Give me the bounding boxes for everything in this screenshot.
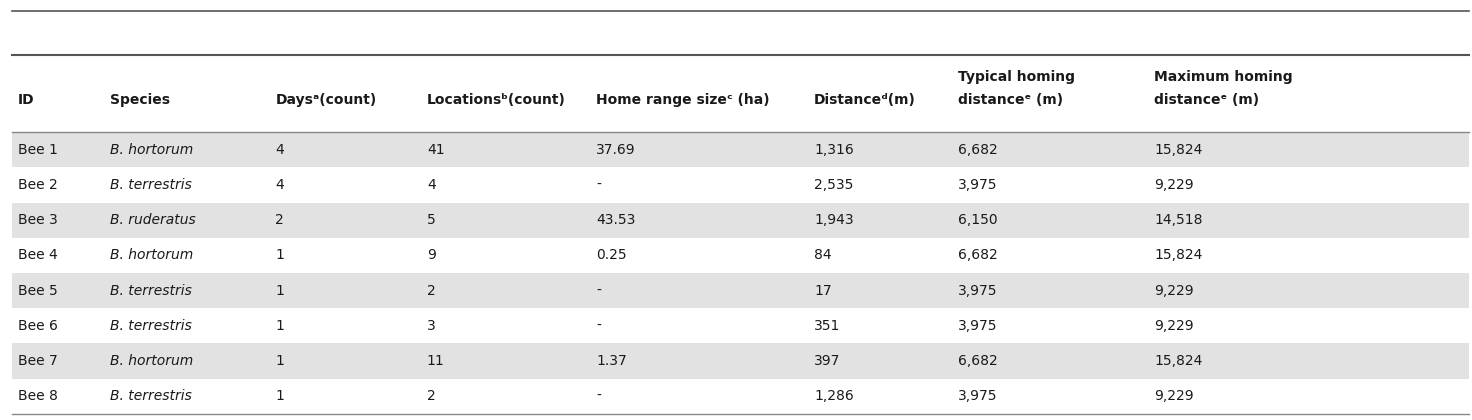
Text: 1: 1 bbox=[275, 389, 284, 403]
Text: 3,975: 3,975 bbox=[958, 389, 998, 403]
Text: 17: 17 bbox=[814, 284, 832, 298]
Text: 1: 1 bbox=[275, 319, 284, 333]
Text: Bee 5: Bee 5 bbox=[18, 284, 57, 298]
Text: 4: 4 bbox=[275, 143, 284, 157]
Text: -: - bbox=[596, 319, 601, 333]
Text: 1: 1 bbox=[275, 284, 284, 298]
Text: 3,975: 3,975 bbox=[958, 284, 998, 298]
Text: 2: 2 bbox=[427, 389, 436, 403]
Text: Bee 1: Bee 1 bbox=[18, 143, 57, 157]
Text: 351: 351 bbox=[814, 319, 841, 333]
Text: B. hortorum: B. hortorum bbox=[110, 248, 194, 262]
Text: 9,229: 9,229 bbox=[1154, 178, 1194, 192]
Text: 4: 4 bbox=[427, 178, 436, 192]
Text: Bee 8: Bee 8 bbox=[18, 389, 57, 403]
Text: 1,286: 1,286 bbox=[814, 389, 854, 403]
Text: 1.37: 1.37 bbox=[596, 354, 627, 368]
Text: Bee 4: Bee 4 bbox=[18, 248, 57, 262]
Text: B. ruderatus: B. ruderatus bbox=[110, 213, 196, 227]
Bar bbox=[12, 132, 1469, 168]
Text: distanceᵉ (m): distanceᵉ (m) bbox=[958, 93, 1063, 108]
Text: -: - bbox=[596, 284, 601, 298]
Bar bbox=[12, 238, 1469, 273]
Bar bbox=[12, 55, 1469, 132]
Text: 14,518: 14,518 bbox=[1154, 213, 1203, 227]
Text: 41: 41 bbox=[427, 143, 445, 157]
Text: Distanceᵈ(m): Distanceᵈ(m) bbox=[814, 93, 916, 107]
Text: Daysᵃ(count): Daysᵃ(count) bbox=[275, 93, 377, 107]
Text: 84: 84 bbox=[814, 248, 832, 262]
Text: 3: 3 bbox=[427, 319, 436, 333]
Bar bbox=[12, 378, 1469, 414]
Text: 6,150: 6,150 bbox=[958, 213, 998, 227]
Text: 37.69: 37.69 bbox=[596, 143, 636, 157]
Text: 15,824: 15,824 bbox=[1154, 354, 1203, 368]
Bar bbox=[12, 168, 1469, 202]
Text: B. terrestris: B. terrestris bbox=[110, 284, 193, 298]
Text: Bee 3: Bee 3 bbox=[18, 213, 57, 227]
Text: Typical homing: Typical homing bbox=[958, 70, 1075, 84]
Text: 9: 9 bbox=[427, 248, 436, 262]
Text: Bee 2: Bee 2 bbox=[18, 178, 57, 192]
Text: 1: 1 bbox=[275, 354, 284, 368]
Bar bbox=[12, 202, 1469, 238]
Text: -: - bbox=[596, 389, 601, 403]
Text: 2: 2 bbox=[427, 284, 436, 298]
Text: 3,975: 3,975 bbox=[958, 319, 998, 333]
Text: B. terrestris: B. terrestris bbox=[110, 178, 193, 192]
Text: Locationsᵇ(count): Locationsᵇ(count) bbox=[427, 93, 565, 107]
Text: Home range sizeᶜ (ha): Home range sizeᶜ (ha) bbox=[596, 93, 770, 107]
Bar bbox=[12, 273, 1469, 308]
Text: Bee 7: Bee 7 bbox=[18, 354, 57, 368]
Text: Species: Species bbox=[110, 93, 171, 107]
Text: 2,535: 2,535 bbox=[814, 178, 854, 192]
Text: 1: 1 bbox=[275, 248, 284, 262]
Text: 6,682: 6,682 bbox=[958, 354, 998, 368]
Text: 4: 4 bbox=[275, 178, 284, 192]
Text: B. terrestris: B. terrestris bbox=[110, 389, 193, 403]
Text: 6,682: 6,682 bbox=[958, 248, 998, 262]
Text: 6,682: 6,682 bbox=[958, 143, 998, 157]
Text: 9,229: 9,229 bbox=[1154, 389, 1194, 403]
Text: 43.53: 43.53 bbox=[596, 213, 636, 227]
Text: 15,824: 15,824 bbox=[1154, 248, 1203, 262]
Text: ID: ID bbox=[18, 93, 34, 107]
Text: 0.25: 0.25 bbox=[596, 248, 627, 262]
Text: 397: 397 bbox=[814, 354, 841, 368]
Text: 9,229: 9,229 bbox=[1154, 319, 1194, 333]
Text: 1,943: 1,943 bbox=[814, 213, 854, 227]
Text: Bee 6: Bee 6 bbox=[18, 319, 57, 333]
Text: B. hortorum: B. hortorum bbox=[110, 143, 194, 157]
Text: 15,824: 15,824 bbox=[1154, 143, 1203, 157]
Text: 9,229: 9,229 bbox=[1154, 284, 1194, 298]
Text: Maximum homing: Maximum homing bbox=[1154, 70, 1292, 84]
Text: B. terrestris: B. terrestris bbox=[110, 319, 193, 333]
Text: distanceᵉ (m): distanceᵉ (m) bbox=[1154, 93, 1259, 108]
Text: 2: 2 bbox=[275, 213, 284, 227]
Bar bbox=[12, 343, 1469, 378]
Bar bbox=[12, 308, 1469, 343]
Text: 11: 11 bbox=[427, 354, 445, 368]
Text: 3,975: 3,975 bbox=[958, 178, 998, 192]
Text: -: - bbox=[596, 178, 601, 192]
Text: 5: 5 bbox=[427, 213, 436, 227]
Text: B. hortorum: B. hortorum bbox=[110, 354, 194, 368]
Text: 1,316: 1,316 bbox=[814, 143, 854, 157]
